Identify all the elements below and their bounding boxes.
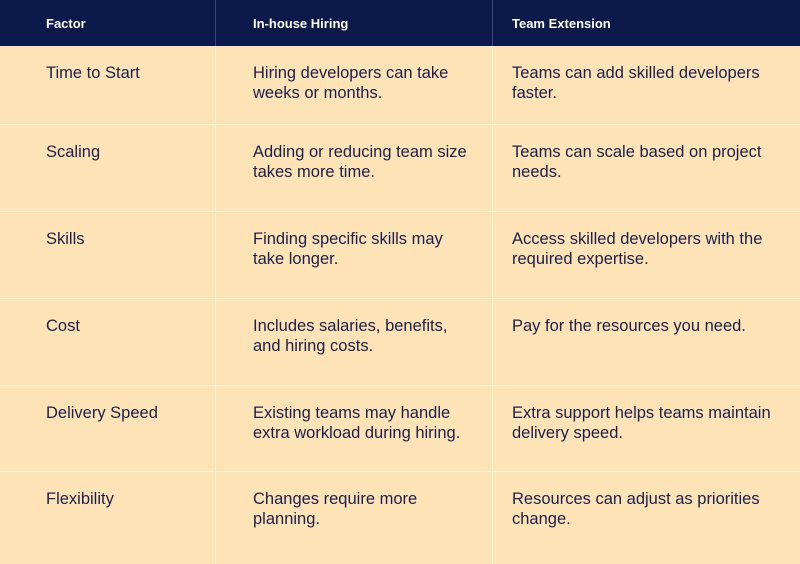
row-in-house-cell: Adding or reducing team size takes more … (216, 125, 493, 212)
row-team-extension-cell: Teams can scale based on project needs. (493, 125, 800, 212)
row-factor-cell: Flexibility (0, 472, 216, 564)
row-in-house-cell: Changes require more planning. (216, 472, 493, 564)
row-factor-cell: Delivery Speed (0, 386, 216, 472)
row-in-house-cell: Includes salaries, benefits, and hiring … (216, 299, 493, 386)
row-in-house-cell: Existing teams may handle extra workload… (216, 386, 493, 472)
row-factor-cell: Scaling (0, 125, 216, 212)
row-in-house-cell: Finding specific skills may take longer. (216, 212, 493, 299)
header-in-house-hiring: In-house Hiring (216, 0, 493, 46)
row-team-extension-cell: Extra support helps teams maintain deliv… (493, 386, 800, 472)
row-team-extension-cell: Pay for the resources you need. (493, 299, 800, 386)
row-team-extension-cell: Access skilled developers with the requi… (493, 212, 800, 299)
header-team-extension: Team Extension (493, 0, 800, 46)
row-in-house-cell: Hiring developers can take weeks or mont… (216, 46, 493, 125)
row-factor-cell: Time to Start (0, 46, 216, 125)
row-team-extension-cell: Teams can add skilled developers faster. (493, 46, 800, 125)
row-factor-cell: Cost (0, 299, 216, 386)
row-team-extension-cell: Resources can adjust as priorities chang… (512, 490, 760, 528)
row-factor-cell: Skills (0, 212, 216, 299)
header-factor: Factor (0, 0, 216, 46)
